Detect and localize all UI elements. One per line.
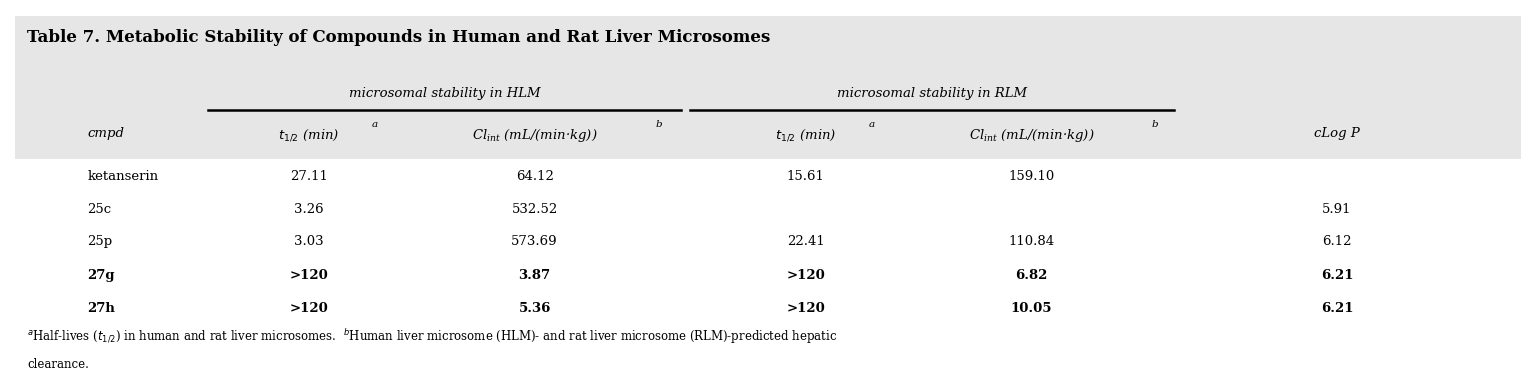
Text: 6.21: 6.21: [1321, 269, 1353, 282]
Text: 5.91: 5.91: [1322, 202, 1352, 215]
Text: Cl$_{\mathregular{int}}$ (mL/(min·kg)): Cl$_{\mathregular{int}}$ (mL/(min·kg)): [472, 127, 598, 144]
Text: cLog P: cLog P: [1315, 127, 1359, 140]
Text: 573.69: 573.69: [511, 235, 558, 248]
Text: b: b: [1152, 120, 1158, 128]
Text: 27h: 27h: [88, 302, 115, 315]
Text: a: a: [372, 120, 378, 128]
Text: a: a: [869, 120, 876, 128]
Text: microsomal stability in RLM: microsomal stability in RLM: [837, 87, 1028, 100]
Bar: [15, 16, 1521, 159]
Text: 64.12: 64.12: [516, 170, 553, 183]
Text: b: b: [654, 120, 662, 128]
Text: >120: >120: [786, 269, 825, 282]
Text: 6.12: 6.12: [1322, 235, 1352, 248]
Text: 15.61: 15.61: [786, 170, 825, 183]
Text: 25p: 25p: [88, 235, 112, 248]
Text: 3.26: 3.26: [293, 202, 324, 215]
Text: 27g: 27g: [88, 269, 115, 282]
Text: 6.21: 6.21: [1321, 302, 1353, 315]
Text: 27.11: 27.11: [290, 170, 327, 183]
Text: $t_{1/2}$ (min): $t_{1/2}$ (min): [776, 127, 836, 143]
Text: 6.82: 6.82: [1015, 269, 1048, 282]
Text: 25c: 25c: [88, 202, 112, 215]
Text: $^{a}$Half-lives ($t_{1/2}$) in human and rat liver microsomes.  $^{b}$Human liv: $^{a}$Half-lives ($t_{1/2}$) in human an…: [28, 328, 837, 346]
Text: 159.10: 159.10: [1008, 170, 1055, 183]
Text: 3.87: 3.87: [519, 269, 551, 282]
Text: 10.05: 10.05: [1011, 302, 1052, 315]
Text: 532.52: 532.52: [511, 202, 558, 215]
Text: Cl$_{\mathregular{int}}$ (mL/(min·kg)): Cl$_{\mathregular{int}}$ (mL/(min·kg)): [969, 127, 1094, 144]
Text: Table 7. Metabolic Stability of Compounds in Human and Rat Liver Microsomes: Table 7. Metabolic Stability of Compound…: [28, 29, 771, 46]
Text: ketanserin: ketanserin: [88, 170, 158, 183]
Text: 22.41: 22.41: [786, 235, 825, 248]
Text: cmpd: cmpd: [88, 127, 124, 140]
Text: 110.84: 110.84: [1008, 235, 1055, 248]
Text: >120: >120: [786, 302, 825, 315]
Text: microsomal stability in HLM: microsomal stability in HLM: [349, 87, 541, 100]
Text: 5.36: 5.36: [519, 302, 551, 315]
Text: >120: >120: [289, 302, 329, 315]
Text: 3.03: 3.03: [293, 235, 324, 248]
Text: >120: >120: [289, 269, 329, 282]
Text: $t_{1/2}$ (min): $t_{1/2}$ (min): [278, 127, 339, 143]
Text: clearance.: clearance.: [28, 358, 89, 371]
